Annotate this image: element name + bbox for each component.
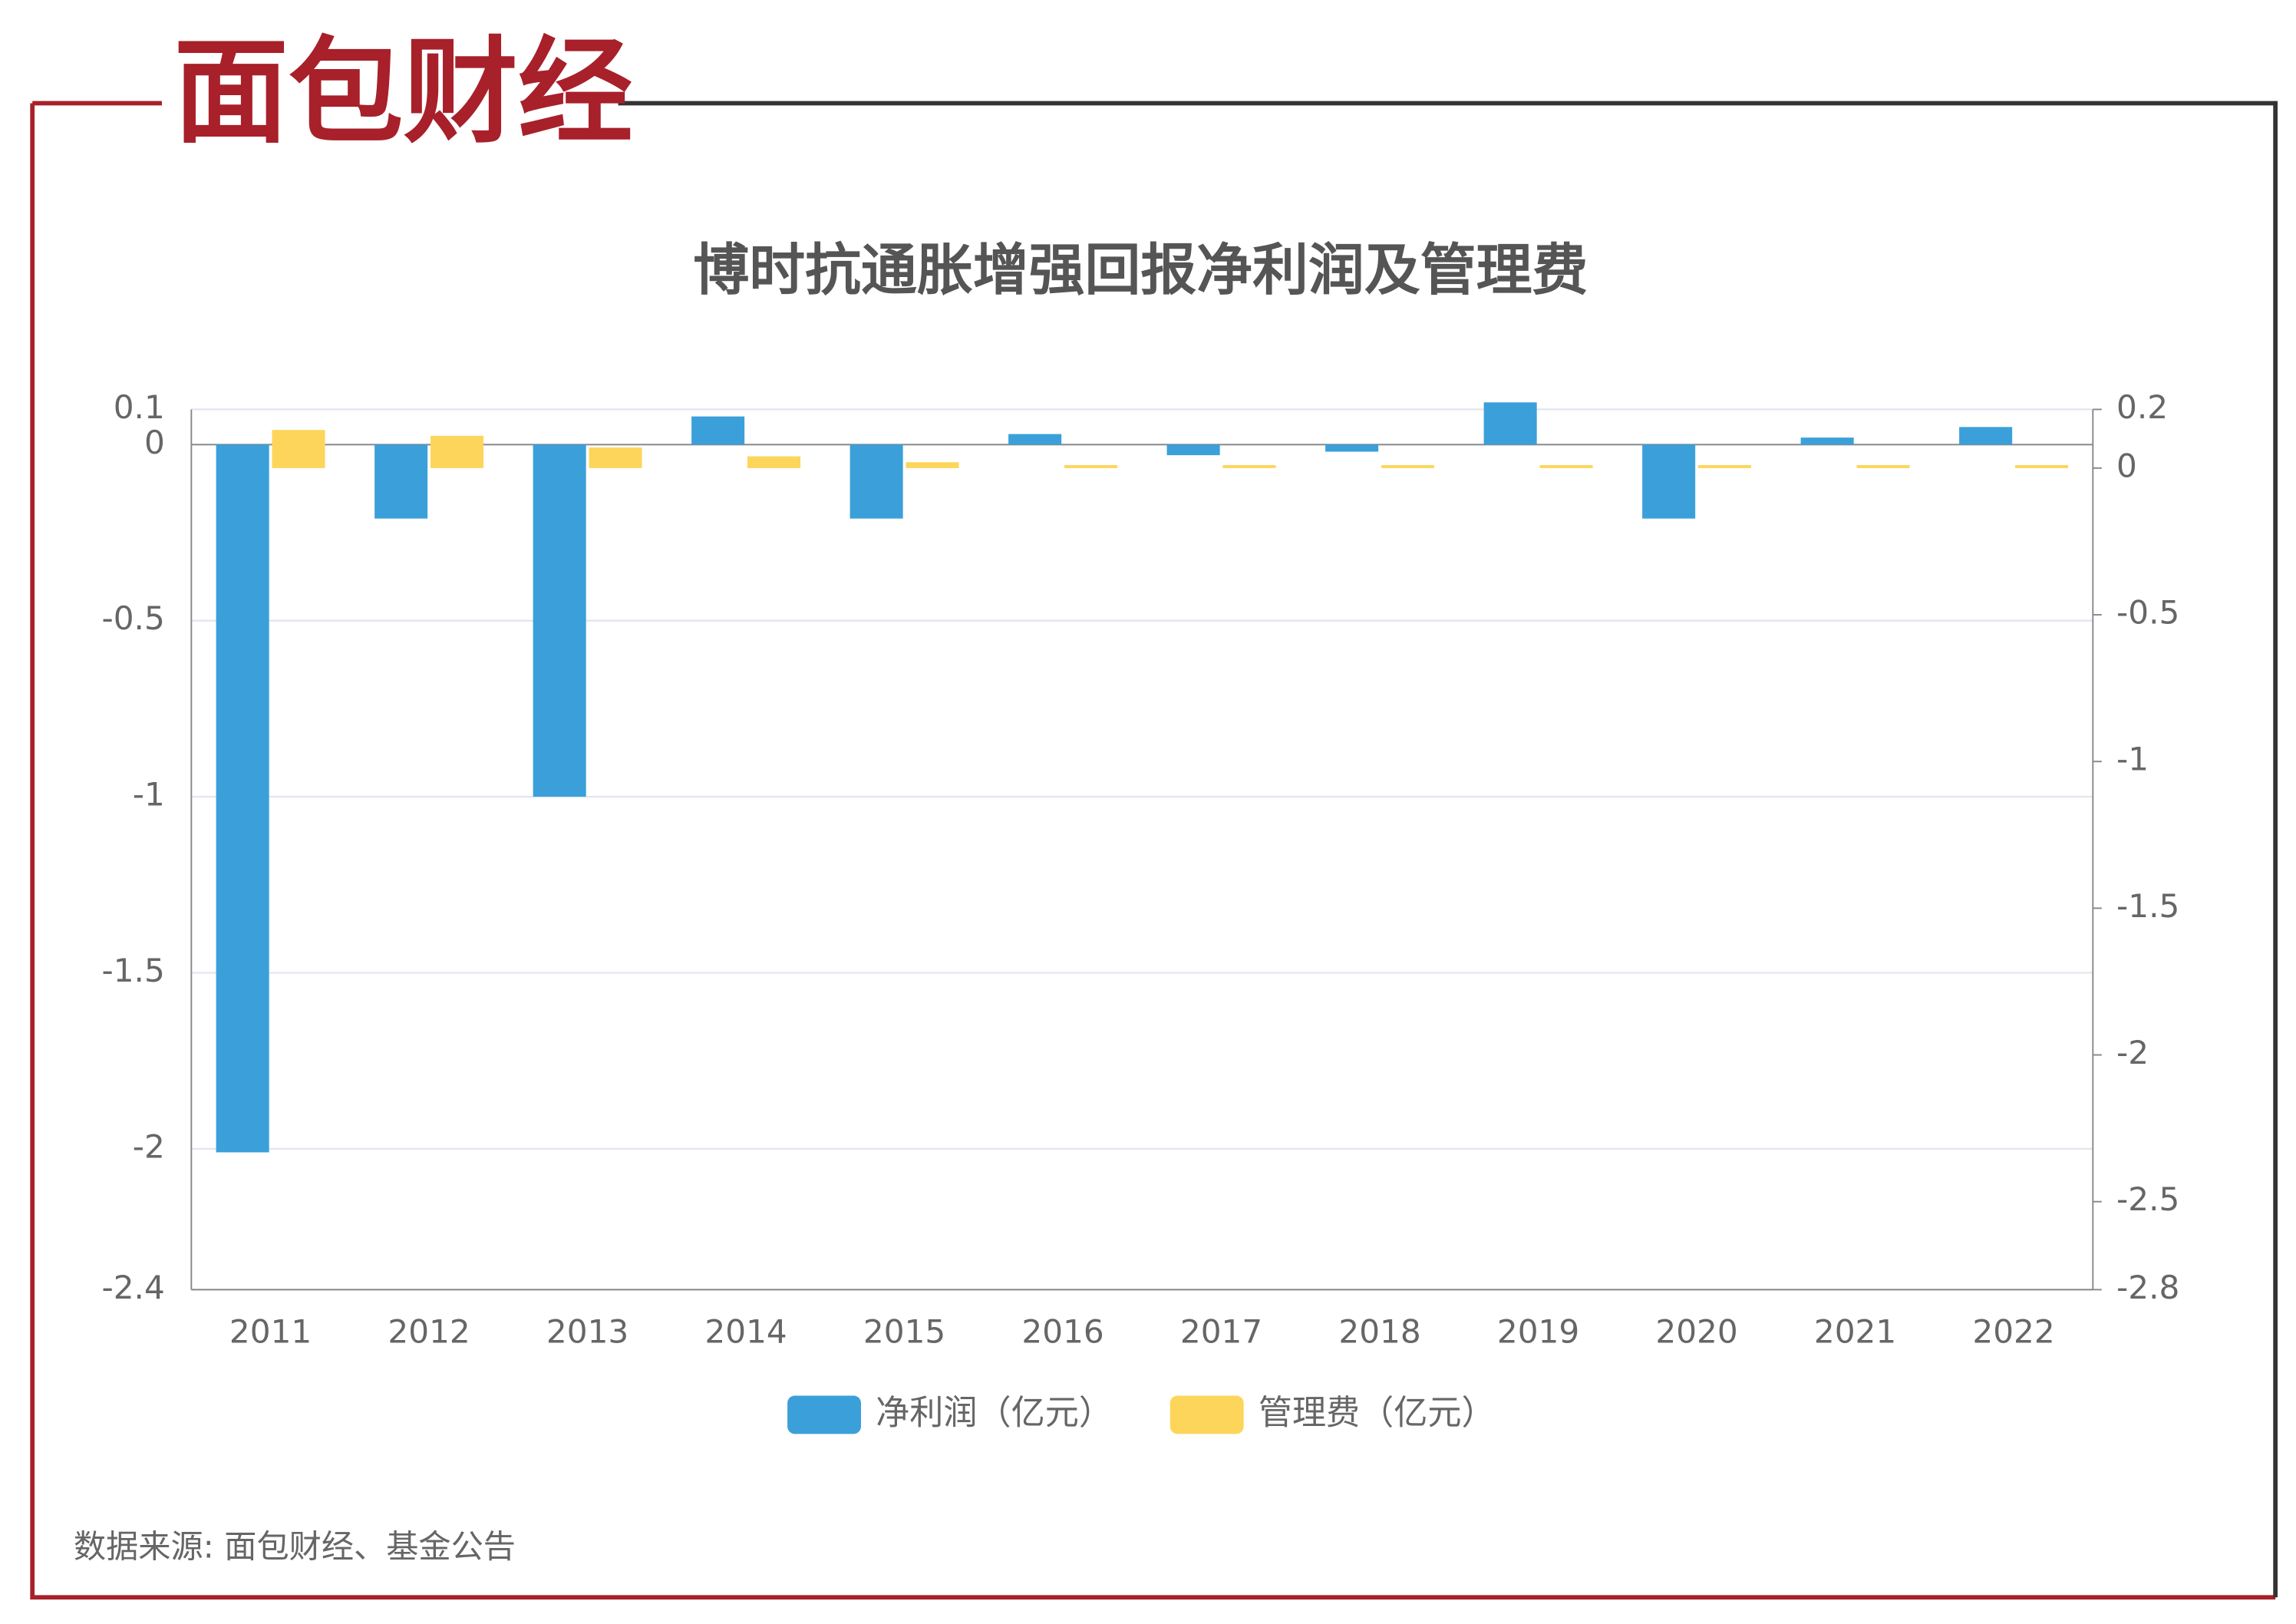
bar [906, 462, 959, 468]
y-tick-label: -0.5 [101, 599, 164, 637]
bar [1064, 465, 1118, 468]
bar [1959, 427, 2013, 445]
frame-red [30, 101, 2276, 1600]
bar [1697, 465, 1752, 468]
y2-tick-label: -2 [2116, 1034, 2149, 1071]
x-tick-label: 2012 [388, 1312, 470, 1350]
bar [589, 447, 642, 468]
bar [747, 456, 801, 468]
x-tick-label: 2013 [546, 1312, 628, 1350]
x-tick-label: 2011 [229, 1312, 312, 1350]
y2-tick-label: -0.5 [2116, 594, 2179, 632]
y2-tick-label: -1 [2116, 741, 2149, 778]
y-tick-label: -1.5 [101, 952, 164, 989]
x-tick-label: 2021 [1814, 1312, 1896, 1350]
legend-swatch [1169, 1395, 1244, 1434]
legend-label: 净利润（亿元） [876, 1393, 1113, 1432]
bar [1222, 465, 1276, 468]
y2-tick-label: 0 [2116, 447, 2137, 484]
bar [1325, 444, 1379, 452]
bar [1642, 444, 1696, 519]
y2-tick-label: 0.2 [2116, 388, 2168, 426]
y2-tick-label: -1.5 [2116, 887, 2179, 925]
legend-label: 管理费（亿元） [1259, 1393, 1496, 1432]
bar [691, 416, 745, 445]
source: 数据来源: 面包财经、基金公告 [74, 1527, 516, 1565]
bar [1008, 434, 1062, 445]
x-tick-label: 2015 [863, 1312, 945, 1350]
bar [533, 444, 586, 797]
bar [1381, 465, 1435, 468]
y-tick-label: 0 [144, 424, 165, 461]
bar [1856, 465, 1910, 468]
logo: 面包财经 [173, 26, 632, 160]
bar [1166, 444, 1220, 456]
bar [1539, 465, 1593, 468]
frame-dark [618, 101, 2278, 1598]
bar [1483, 402, 1537, 445]
y-tick-label: -2.4 [101, 1269, 164, 1306]
x-tick-label: 2016 [1021, 1312, 1103, 1350]
y-tick-label: -1 [133, 776, 165, 814]
x-tick-label: 2019 [1497, 1312, 1579, 1350]
x-tick-label: 2014 [704, 1312, 787, 1350]
y-tick-label: 0.1 [114, 388, 165, 426]
x-tick-label: 2018 [1338, 1312, 1420, 1350]
y2-tick-label: -2.5 [2116, 1180, 2179, 1218]
legend-swatch [787, 1395, 861, 1434]
bar [374, 444, 428, 519]
y-tick-label: -2 [133, 1127, 165, 1165]
y2-tick-label: -2.8 [2116, 1269, 2179, 1306]
x-tick-label: 2020 [1655, 1312, 1737, 1350]
bar [2014, 465, 2069, 468]
bar [1800, 437, 1854, 445]
bar [216, 444, 269, 1153]
bar [430, 435, 484, 468]
bar [272, 430, 325, 468]
x-tick-label: 2017 [1180, 1312, 1262, 1350]
chart-title: 博时抗通胀增强回报净利润及管理费 [693, 238, 1588, 303]
bar [849, 444, 903, 519]
x-tick-label: 2022 [1972, 1312, 2054, 1350]
